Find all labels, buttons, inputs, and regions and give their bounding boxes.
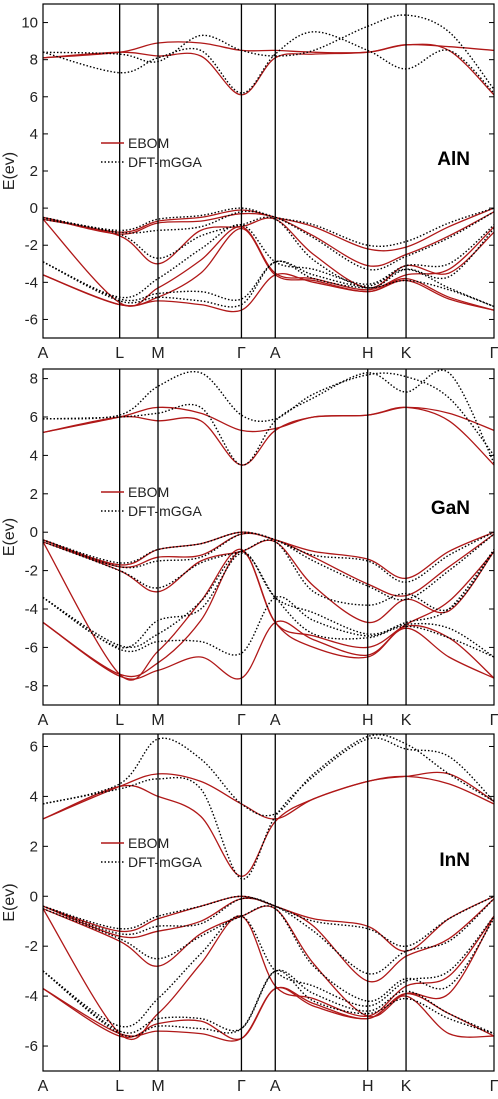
y-tick-label: 8 [30,371,38,388]
material-label: GaN [431,498,470,519]
y-tick-label: -2 [25,938,38,955]
y-tick-label: 2 [30,486,38,503]
y-tick-label: -2 [25,563,38,580]
kpoint-label: K [401,712,412,729]
ebom-band-aln-6 [43,227,494,311]
y-tick-label: -4 [25,274,38,291]
material-label: AlN [437,149,470,170]
dft-band-gan-9 [43,369,494,466]
kpoint-label: A [270,1078,281,1095]
kpoint-label: K [401,345,412,362]
kpoint-label: Γ [237,345,246,362]
kpoint-label: H [362,345,374,362]
ebom-band-inn-1 [43,775,494,877]
material-label: InN [439,850,470,871]
y-tick-label: -8 [25,678,38,695]
y-tick-label: 8 [30,52,38,69]
kpoint-label: H [362,1078,374,1095]
kpoint-label: K [401,1078,412,1095]
ebom-band-inn-3 [43,897,494,983]
dft-band-inn-12 [43,905,494,1002]
kpoint-label: L [115,712,124,729]
kpoint-label: M [151,712,164,729]
y-tick-label: 0 [30,200,38,217]
y-axis-label: E(ev) [1,518,18,556]
dft-band-aln-12 [43,216,494,289]
plot-frame [42,368,495,706]
y-tick-label: -4 [25,988,38,1005]
legend-dft-label: DFT-mGGA [128,154,203,170]
dft-band-inn-15 [43,970,494,1038]
plot-frame [42,733,495,1072]
y-tick-label: -6 [25,639,38,656]
legend-dft-label: DFT-mGGA [128,854,203,870]
ebom-band-aln-2 [43,207,494,252]
kpoint-label: Γ [237,1078,246,1095]
dft-band-inn-8 [43,734,494,817]
kpoint-label: A [38,345,49,362]
legend-ebom-label: EBOM [128,135,169,151]
dft-band-inn-14 [43,969,494,1035]
ebom-band-gan-2 [43,531,494,579]
kpoint-label: H [362,712,374,729]
kpoint-label: A [270,345,281,362]
y-tick-label: -6 [25,1038,38,1055]
ebom-band-inn-5 [43,908,494,1041]
legend-ebom-label: EBOM [128,835,169,851]
ebom-band-gan-3 [43,532,494,597]
ebom-band-gan-7 [43,550,494,679]
y-tick-label: 4 [30,126,38,143]
y-tick-label: 4 [30,447,38,464]
dft-band-gan-8 [43,371,494,456]
kpoint-label: L [115,345,124,362]
kpoint-label: Γ [490,345,498,362]
y-tick-label: 6 [30,738,38,755]
kpoint-label: M [151,1078,164,1095]
dft-band-aln-15 [43,260,494,308]
y-tick-label: 2 [30,163,38,180]
kpoint-label: Γ [237,712,246,729]
legend-ebom-label: EBOM [128,484,169,500]
dft-band-aln-8 [43,14,494,90]
kpoint-label: A [38,712,49,729]
y-tick-label: -2 [25,237,38,254]
ebom-band-aln-4 [43,217,494,289]
y-axis-label: E(ev) [1,883,18,921]
legend-dft-label: DFT-mGGA [128,503,203,519]
dft-band-gan-14 [43,595,494,658]
dft-band-inn-9 [43,737,494,880]
kpoint-label: L [115,1078,124,1095]
y-tick-label: 10 [21,15,38,32]
ebom-band-aln-7 [43,273,494,313]
ebom-band-inn-2 [43,895,494,952]
kpoint-label: Γ [490,712,498,729]
kpoint-label: A [38,1078,49,1095]
dft-band-inn-13 [43,915,494,1028]
dft-band-gan-12 [43,539,494,612]
ebom-band-aln-1 [43,43,494,96]
y-tick-label: 6 [30,409,38,426]
ebom-band-inn-7 [43,986,494,1042]
y-tick-label: 4 [30,788,38,805]
y-tick-label: 6 [30,89,38,106]
ebom-band-gan-6 [43,620,494,680]
kpoint-label: M [151,345,164,362]
kpoint-label: A [270,712,281,729]
ebom-band-aln-5 [43,218,494,307]
ebom-band-gan-1 [43,406,494,466]
dft-band-aln-10 [43,207,494,248]
dft-band-aln-9 [43,31,494,94]
y-tick-label: 0 [30,888,38,905]
y-axis-label: E(ev) [1,152,18,190]
y-tick-label: -6 [25,311,38,328]
ebom-band-inn-0 [43,771,494,820]
kpoint-label: Γ [490,1078,498,1095]
y-tick-label: -4 [25,601,38,618]
y-tick-label: 0 [30,524,38,541]
y-tick-label: 2 [30,838,38,855]
dft-band-gan-15 [43,552,494,658]
dft-band-aln-11 [43,210,494,271]
